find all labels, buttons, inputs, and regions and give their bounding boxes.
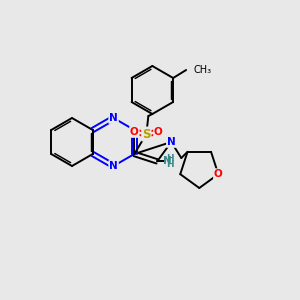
Text: O: O — [154, 127, 163, 137]
Text: N: N — [163, 156, 172, 167]
Text: N: N — [109, 113, 118, 123]
Text: S: S — [142, 128, 151, 140]
Text: N: N — [109, 161, 118, 171]
Text: N: N — [167, 137, 176, 147]
Text: CH₃: CH₃ — [193, 65, 211, 75]
Text: H: H — [167, 154, 174, 163]
Text: H: H — [167, 160, 174, 169]
Text: O: O — [214, 169, 223, 179]
Text: O: O — [130, 127, 139, 137]
